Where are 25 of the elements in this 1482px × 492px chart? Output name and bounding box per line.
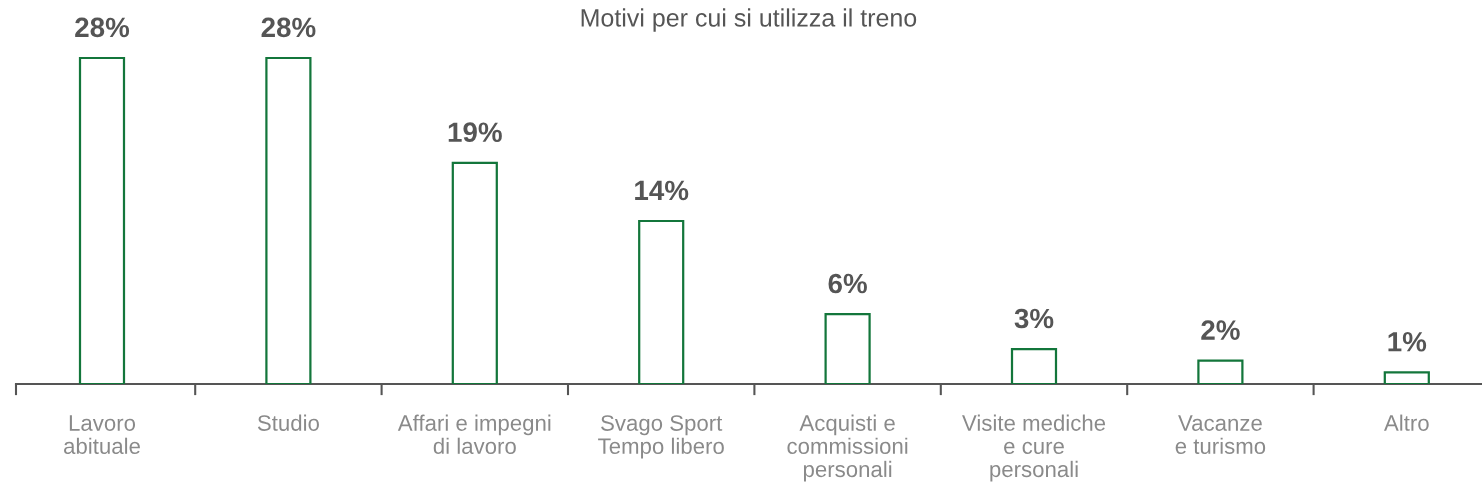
data-label: 28% xyxy=(261,17,316,38)
x-tick-label: Studio xyxy=(257,414,319,431)
bar xyxy=(1383,371,1430,384)
bar xyxy=(451,161,498,384)
data-label: 6% xyxy=(828,273,867,294)
data-label: 3% xyxy=(1014,308,1054,329)
data-label: 19% xyxy=(448,122,502,143)
x-tick-label: Svago Sport Tempo libero xyxy=(598,415,724,459)
x-tick-label: Affari e impegni di lavoro xyxy=(397,414,551,455)
data-label: 2% xyxy=(1201,320,1240,340)
chart-title: Motivi per cui si utilizza il treno xyxy=(581,8,917,32)
bar xyxy=(1197,359,1244,384)
data-label: 1% xyxy=(1388,331,1427,352)
x-tick-label: Acquisti e commissioni personali xyxy=(787,414,908,482)
bar xyxy=(638,219,685,384)
bar xyxy=(265,56,312,384)
x-tick-label: Lavoro abituale xyxy=(64,415,140,455)
x-tick-label: Visite mediche e cure personali xyxy=(962,414,1106,482)
bar xyxy=(824,313,871,384)
bar xyxy=(78,56,126,384)
x-tick-label: Vacanze e turismo xyxy=(1175,415,1266,455)
data-label: 14% xyxy=(635,180,689,201)
x-tick-label: Altro xyxy=(1384,414,1429,431)
data-label: 28% xyxy=(75,17,130,38)
bar xyxy=(1010,347,1058,384)
